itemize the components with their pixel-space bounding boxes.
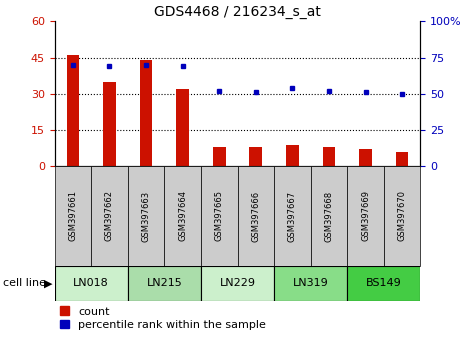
Bar <box>274 266 347 301</box>
Bar <box>55 266 128 301</box>
Text: cell line: cell line <box>3 278 50 288</box>
Bar <box>323 147 335 166</box>
Text: LN018: LN018 <box>73 278 109 288</box>
Bar <box>201 266 274 301</box>
Bar <box>274 166 311 266</box>
Text: GSM397663: GSM397663 <box>142 190 151 241</box>
Bar <box>201 166 238 266</box>
Text: GSM397661: GSM397661 <box>68 190 77 241</box>
Legend: count, percentile rank within the sample: count, percentile rank within the sample <box>60 307 266 330</box>
Text: GSM397665: GSM397665 <box>215 190 224 241</box>
Text: LN215: LN215 <box>146 278 182 288</box>
Bar <box>347 166 384 266</box>
Bar <box>164 166 201 266</box>
Text: GSM397664: GSM397664 <box>178 190 187 241</box>
Text: LN229: LN229 <box>219 278 256 288</box>
Bar <box>359 149 372 166</box>
Bar <box>384 166 420 266</box>
Bar <box>128 166 164 266</box>
Text: GSM397668: GSM397668 <box>324 190 333 241</box>
Bar <box>238 166 274 266</box>
Bar <box>128 266 201 301</box>
Text: GSM397666: GSM397666 <box>251 190 260 241</box>
Bar <box>347 266 420 301</box>
Bar <box>249 147 262 166</box>
Text: ▶: ▶ <box>44 278 52 288</box>
Title: GDS4468 / 216234_s_at: GDS4468 / 216234_s_at <box>154 5 321 19</box>
Bar <box>396 152 408 166</box>
Bar <box>103 82 116 166</box>
Bar <box>140 60 152 166</box>
Bar <box>176 89 189 166</box>
Text: GSM397667: GSM397667 <box>288 190 297 241</box>
Bar <box>286 144 299 166</box>
Text: GSM397662: GSM397662 <box>105 190 114 241</box>
Text: LN319: LN319 <box>293 278 329 288</box>
Bar <box>66 55 79 166</box>
Bar <box>311 166 347 266</box>
Text: BS149: BS149 <box>366 278 402 288</box>
Bar <box>213 147 226 166</box>
Text: GSM397669: GSM397669 <box>361 190 370 241</box>
Text: GSM397670: GSM397670 <box>398 190 407 241</box>
Bar <box>55 166 91 266</box>
Bar <box>91 166 128 266</box>
